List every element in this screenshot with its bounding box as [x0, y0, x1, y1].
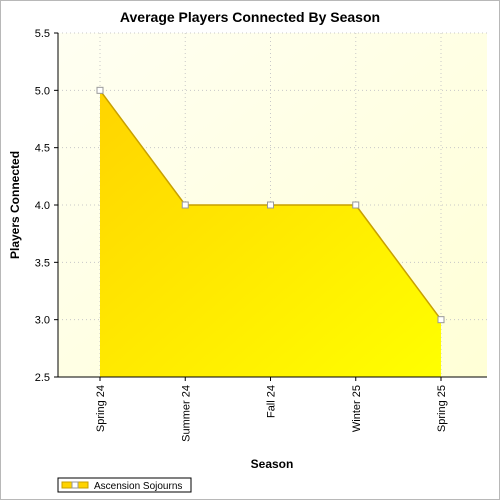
data-point: [352, 201, 360, 209]
y-tick-label: 3.5: [35, 257, 50, 269]
data-point: [181, 201, 189, 209]
x-tick-label: Fall 24: [266, 385, 278, 418]
x-tick-label: Spring 25: [436, 385, 448, 432]
data-point: [437, 316, 445, 324]
x-tick-label: Spring 24: [95, 385, 107, 432]
y-tick-label: 2.5: [35, 372, 50, 384]
series-group: [96, 86, 445, 377]
y-axis-ticks: 2.5 3.0 3.5 4.0 4.5 5.0 5.5: [35, 28, 58, 384]
x-tick-label: Summer 24: [180, 385, 192, 442]
legend-marker: [71, 481, 79, 489]
data-point: [267, 201, 274, 209]
legend-box: [57, 477, 192, 493]
data-point: [96, 86, 104, 94]
x-tick-label: Winter 25: [351, 385, 363, 432]
legend: Ascension Sojourns: [57, 477, 192, 493]
y-tick-label: 3.0: [35, 315, 50, 327]
chart-title: Average Players Connected By Season: [120, 9, 380, 25]
series-area: [100, 90, 441, 377]
legend-label: Ascension Sojourns: [94, 481, 182, 492]
x-axis-label: Season: [251, 457, 294, 471]
y-tick-label: 5.5: [35, 28, 50, 40]
y-tick-label: 4.0: [35, 200, 50, 212]
y-tick-label: 4.5: [35, 143, 50, 155]
y-tick-label: 5.0: [35, 85, 50, 97]
y-axis-label: Players Connected: [8, 151, 22, 259]
x-axis-ticks: Spring 24 Summer 24 Fall 24 Winter 25 Spring…: [95, 377, 448, 442]
